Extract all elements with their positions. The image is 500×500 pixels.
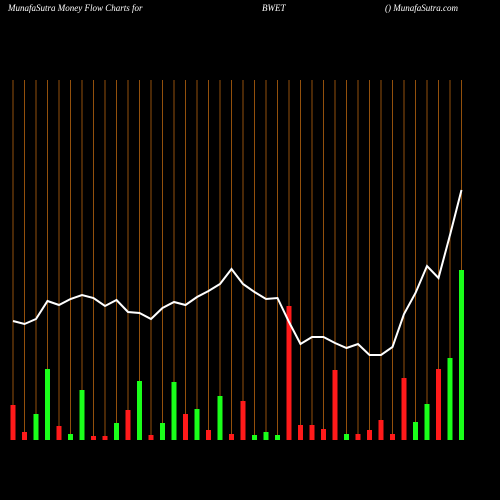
bar (22, 432, 27, 440)
bar (125, 410, 131, 440)
bar (137, 381, 142, 440)
bar (367, 430, 372, 440)
bar (10, 405, 16, 440)
bar (286, 306, 292, 440)
bar (102, 436, 108, 440)
bar (68, 434, 73, 440)
money-flow-line (12, 189, 463, 356)
bar (413, 422, 418, 440)
bar (447, 358, 453, 440)
bar (401, 378, 407, 440)
bar (424, 404, 430, 440)
bar (229, 434, 234, 440)
bar (171, 382, 177, 440)
bar (459, 270, 464, 440)
bar (275, 435, 280, 440)
bar (355, 434, 361, 440)
chart-title: MunafaSutra Money Flow Charts for (7, 3, 143, 13)
bar (45, 369, 50, 440)
symbol: BWET (262, 3, 286, 13)
bar (217, 396, 223, 440)
bar (206, 430, 211, 440)
bar (183, 414, 188, 440)
bar (309, 425, 315, 440)
bar (252, 435, 257, 440)
bar (321, 429, 326, 440)
bar (160, 423, 165, 440)
bar (194, 409, 200, 440)
bar (298, 425, 303, 440)
bar (332, 370, 338, 440)
bar (79, 390, 85, 440)
bar (378, 420, 384, 440)
bar (33, 414, 39, 440)
bar (344, 434, 349, 440)
bar (56, 426, 62, 440)
bar (91, 436, 96, 440)
bar (114, 423, 119, 440)
bar (240, 401, 246, 440)
bar (148, 435, 154, 440)
source: () MunafaSutra.com (385, 3, 458, 13)
bar (263, 432, 269, 440)
bar (390, 434, 395, 440)
bar (436, 369, 441, 440)
